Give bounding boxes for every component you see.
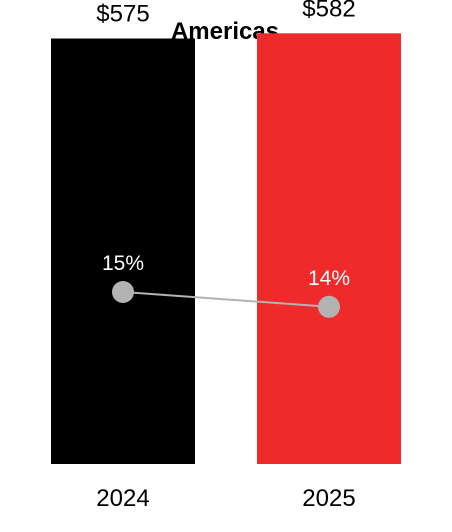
labels-layer: $575 2024 $582 2025 15% 14% xyxy=(96,0,355,512)
margin-label-2024: 15% xyxy=(102,252,144,275)
bar-value-label-2024: $575 xyxy=(96,1,149,28)
x-tick-label-2025: 2025 xyxy=(302,485,355,512)
line-layer xyxy=(112,281,340,318)
margin-point-2025 xyxy=(318,295,340,318)
margin-line xyxy=(122,291,330,308)
bar-2025 xyxy=(257,33,401,464)
margin-label-2025: 14% xyxy=(308,267,350,290)
bar-value-label-2025: $582 xyxy=(302,0,355,22)
bars-layer xyxy=(51,33,401,464)
margin-point-2024 xyxy=(112,281,134,303)
x-tick-label-2024: 2024 xyxy=(96,485,149,512)
bar-2024 xyxy=(51,38,195,464)
